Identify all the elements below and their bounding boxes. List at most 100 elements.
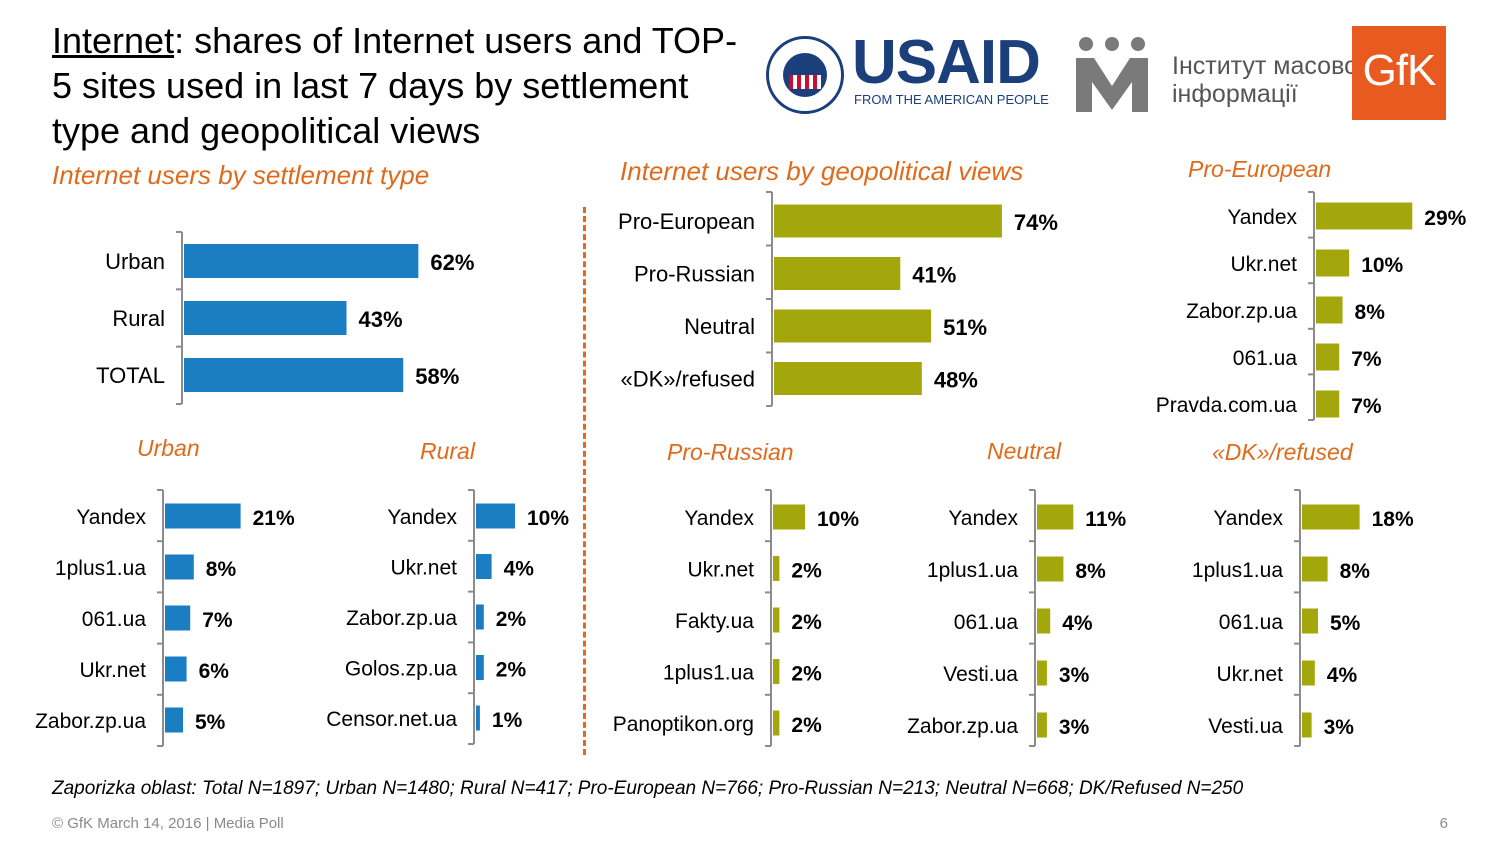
bar bbox=[774, 204, 1002, 238]
category-label: Ukr.net bbox=[687, 559, 754, 582]
value-label: 10% bbox=[817, 508, 859, 531]
category-label: Yandex bbox=[76, 506, 146, 529]
bar bbox=[1037, 556, 1064, 582]
bar bbox=[165, 605, 191, 631]
category-label: 061.ua bbox=[82, 608, 147, 631]
category-label: Vesti.ua bbox=[1208, 715, 1283, 738]
category-label: Yandex bbox=[684, 507, 754, 530]
bar bbox=[1302, 556, 1328, 582]
bar bbox=[1316, 202, 1413, 230]
bar bbox=[476, 705, 480, 731]
category-label: Ukr.net bbox=[390, 557, 457, 580]
value-label: 7% bbox=[1351, 395, 1382, 418]
bar bbox=[165, 554, 194, 580]
gfk-logo: GfK bbox=[1352, 26, 1446, 120]
bar bbox=[165, 503, 241, 529]
category-label: Pravda.com.ua bbox=[1156, 394, 1298, 417]
bar bbox=[773, 504, 805, 530]
category-label: 1plus1.ua bbox=[663, 662, 754, 685]
category-label: TOTAL bbox=[96, 363, 165, 388]
bar bbox=[1316, 390, 1340, 418]
logo-strip: USAID FROM THE AMERICAN PEOPLE Інститут … bbox=[760, 26, 1450, 122]
usaid-logo: USAID bbox=[852, 28, 1041, 97]
category-label: Urban bbox=[105, 249, 165, 274]
bar bbox=[1037, 712, 1047, 738]
value-label: 8% bbox=[1355, 301, 1386, 324]
rural-sites-chart: Yandex 10% Ukr.net 4% Zabor.zp.ua 2% Golos.zp.… bbox=[326, 489, 569, 745]
value-label: 6% bbox=[199, 660, 230, 683]
urban-sites-chart: Yandex 21% 1plus1.ua 8% 061.ua 7% Ukr.net 6% Zab… bbox=[35, 489, 295, 747]
value-label: 58% bbox=[415, 364, 459, 389]
urban-title: Urban bbox=[137, 435, 200, 461]
imi-logo-text: Інститут масової інформації bbox=[1172, 52, 1365, 108]
usaid-seal-icon bbox=[766, 36, 844, 114]
value-label: 10% bbox=[1361, 254, 1403, 277]
value-label: 2% bbox=[496, 608, 527, 631]
value-label: 43% bbox=[359, 307, 403, 332]
value-label: 2% bbox=[791, 663, 822, 686]
value-label: 2% bbox=[791, 611, 822, 634]
value-label: 2% bbox=[791, 714, 822, 737]
imi-logo-icon bbox=[1076, 37, 1148, 112]
bar bbox=[1302, 504, 1360, 530]
bar bbox=[774, 257, 901, 290]
category-label: 1plus1.ua bbox=[1192, 559, 1283, 582]
title-rest: : shares of Internet users and TOP-5 sit… bbox=[52, 20, 738, 151]
value-label: 7% bbox=[1351, 348, 1382, 371]
dk-refused-sites-chart: Yandex 18% 1plus1.ua 8% 061.ua 5% Ukr.net 4% Ves… bbox=[1192, 489, 1414, 747]
category-label: Ukr.net bbox=[1230, 253, 1297, 276]
pro-russian-title: Pro-Russian bbox=[667, 439, 794, 465]
bar bbox=[774, 362, 922, 395]
category-label: Neutral bbox=[684, 314, 755, 339]
bar bbox=[1302, 608, 1318, 634]
category-label: Zabor.zp.ua bbox=[346, 607, 457, 630]
footer-copyright: © GfK March 14, 2016 | Media Poll bbox=[52, 815, 284, 832]
imi-line-1: Інститут масової bbox=[1172, 52, 1365, 80]
value-label: 5% bbox=[1330, 612, 1361, 635]
value-label: 3% bbox=[1324, 716, 1355, 739]
gfk-logo-text: GfK bbox=[1362, 46, 1437, 95]
bar bbox=[1302, 660, 1315, 686]
value-label: 3% bbox=[1059, 716, 1090, 739]
value-label: 3% bbox=[1059, 664, 1090, 687]
bar bbox=[773, 659, 780, 684]
category-label: Yandex bbox=[1227, 206, 1297, 229]
category-label: Zabor.zp.ua bbox=[1186, 300, 1297, 323]
value-label: 48% bbox=[934, 368, 978, 393]
neutral-title: Neutral bbox=[987, 438, 1062, 464]
category-label: Ukr.net bbox=[79, 659, 146, 682]
settlement-chart: Urban 62% Rural 43% TOTAL 58% bbox=[96, 231, 474, 405]
value-label: 4% bbox=[504, 558, 535, 581]
category-label: 1plus1.ua bbox=[927, 559, 1018, 582]
bar bbox=[165, 707, 183, 733]
value-label: 10% bbox=[527, 507, 569, 530]
settlement-section-title: Internet users by settlement type bbox=[52, 160, 430, 190]
category-label: Censor.net.ua bbox=[326, 708, 457, 731]
pro-european-title: Pro-European bbox=[1188, 156, 1332, 182]
dk-refused-title: «DK»/refused bbox=[1212, 439, 1353, 465]
bar bbox=[774, 309, 932, 343]
bar bbox=[773, 710, 780, 736]
category-label: «DK»/refused bbox=[620, 367, 755, 392]
bar bbox=[1302, 712, 1312, 738]
category-label: Panoptikon.org bbox=[613, 713, 754, 736]
section-divider bbox=[583, 207, 586, 755]
value-label: 1% bbox=[492, 709, 523, 732]
value-label: 8% bbox=[1075, 560, 1106, 583]
page-number: 6 bbox=[1439, 815, 1448, 832]
value-label: 2% bbox=[791, 560, 822, 583]
bar bbox=[1316, 343, 1340, 371]
bar bbox=[184, 244, 419, 278]
geopolitical-section-title: Internet users by geopolitical views bbox=[620, 156, 1024, 186]
value-label: 4% bbox=[1062, 612, 1093, 635]
value-label: 11% bbox=[1085, 508, 1126, 531]
category-label: Golos.zp.ua bbox=[345, 658, 457, 681]
bar bbox=[1316, 296, 1343, 324]
value-label: 7% bbox=[202, 609, 233, 632]
bar bbox=[1037, 504, 1074, 530]
value-label: 74% bbox=[1014, 210, 1058, 235]
bar bbox=[165, 656, 187, 682]
neutral-sites-chart: Yandex 11% 1plus1.ua 8% 061.ua 4% Vesti.ua 3% Za… bbox=[907, 489, 1126, 747]
value-label: 29% bbox=[1424, 207, 1466, 230]
bar bbox=[1037, 660, 1047, 686]
